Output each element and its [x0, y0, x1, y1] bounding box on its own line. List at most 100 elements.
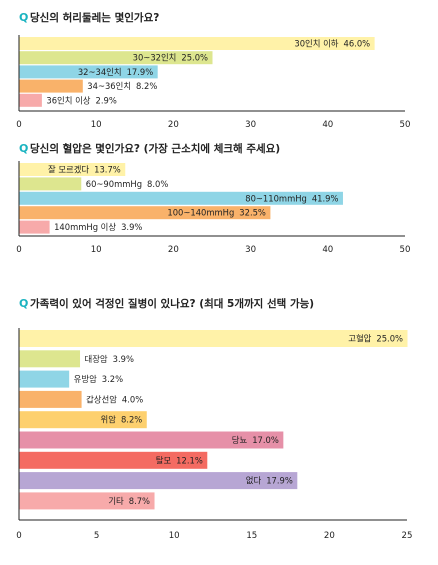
chart-title: 당신의 혈압은 몇인가요? (가장 근소치에 체크해 주세요)	[30, 142, 280, 155]
bar-label: 잘 모르겠다 13.7%	[48, 165, 121, 175]
category-label: 위암	[101, 415, 117, 425]
x-tick-label: 20	[168, 120, 179, 130]
bar	[19, 163, 126, 176]
value-label: 4.0%	[122, 394, 143, 404]
bar	[19, 93, 42, 107]
category-label: 80~110mmHg	[245, 193, 307, 203]
value-label: 3.2%	[102, 374, 123, 384]
value-label: 12.1%	[176, 455, 203, 465]
bar-label: 탈모 12.1%	[156, 455, 203, 465]
bar	[19, 350, 81, 368]
bar	[19, 451, 208, 469]
question-mark-label: Q	[19, 11, 28, 24]
question-mark-label: Q	[19, 142, 28, 155]
x-tick-label: 50	[400, 245, 411, 255]
chart-3: Q 가족력이 있어 걱정인 질병이 있나요? (최대 5개까지 선택 가능) 0 5 1…	[16, 297, 412, 541]
category-label: 34~36인치	[87, 81, 131, 91]
x-tick-label: 10	[169, 531, 180, 541]
value-label: 13.7%	[94, 165, 121, 175]
category-label: 140mmHg 이상	[54, 222, 116, 232]
bar-label: 당뇨 17.0%	[232, 435, 279, 445]
bar	[19, 472, 298, 490]
value-label: 2.9%	[96, 95, 117, 105]
bar	[19, 431, 284, 449]
bar-label: 갑상선암 4.0%	[86, 394, 143, 404]
bar-label: 고혈압 25.0%	[348, 334, 403, 344]
bar-label: 36인치 이상 2.9%	[46, 95, 116, 105]
category-label: 유방암	[74, 374, 97, 384]
category-label: 30인치 이하	[294, 39, 338, 49]
bar	[19, 65, 158, 79]
bar-label: 기타 8.7%	[108, 496, 150, 506]
x-tick-label: 15	[246, 531, 257, 541]
x-tick-label: 40	[322, 245, 333, 255]
category-label: 잘 모르겠다	[48, 165, 89, 175]
bar	[19, 79, 83, 93]
chart-2: Q 당신의 혈압은 몇인가요? (가장 근소치에 체크해 주세요) 0 10 20 30 4…	[16, 142, 410, 255]
bar	[19, 191, 343, 205]
category-label: 기타	[108, 496, 124, 506]
bar	[19, 37, 375, 50]
bar-label: 위암 8.2%	[101, 415, 143, 425]
value-label: 3.9%	[121, 222, 142, 232]
x-tick-label: 0	[16, 531, 21, 541]
value-label: 46.0%	[344, 39, 371, 49]
x-tick-label: 50	[400, 120, 411, 130]
chart-title: 가족력이 있어 걱정인 질병이 있나요? (최대 5개까지 선택 가능)	[30, 297, 314, 310]
bar-label: 140mmHg 이상 3.9%	[54, 222, 142, 232]
question-mark-label: Q	[19, 297, 28, 310]
x-tick-label: 10	[91, 245, 102, 255]
value-label: 17.0%	[252, 435, 279, 445]
category-label: 60~90mmHg	[86, 179, 142, 189]
value-label: 41.9%	[312, 193, 339, 203]
x-tick-label: 0	[16, 245, 21, 255]
value-label: 8.7%	[129, 496, 150, 506]
value-label: 25.0%	[376, 334, 403, 344]
category-label: 고혈압	[348, 334, 371, 344]
bar	[19, 220, 50, 234]
chart-title: 당신의 허리둘레는 몇인가요?	[30, 11, 159, 24]
bar	[19, 390, 82, 408]
bar	[19, 411, 147, 429]
x-tick-label: 0	[16, 120, 21, 130]
bar	[19, 330, 408, 347]
bar-label: 30인치 이하 46.0%	[294, 39, 370, 49]
x-tick-label: 40	[322, 120, 333, 130]
bar	[19, 492, 155, 510]
x-tick-label: 10	[91, 120, 102, 130]
category-label: 100~140mmHg	[167, 208, 234, 218]
bar-label: 대장암 3.9%	[85, 354, 134, 364]
category-label: 36인치 이상	[46, 95, 90, 105]
bar	[19, 206, 271, 220]
bar-label: 30~32인치 25.0%	[133, 53, 208, 63]
bar-label: 유방암 3.2%	[74, 374, 123, 384]
value-label: 3.9%	[113, 354, 134, 364]
bar-label: 없다 17.9%	[246, 476, 293, 486]
bar-label: 32~34인치 17.9%	[78, 67, 153, 77]
value-label: 25.0%	[181, 53, 208, 63]
category-label: 대장암	[85, 354, 108, 364]
bar-label: 100~140mmHg 32.5%	[167, 208, 266, 218]
category-label: 당뇨	[232, 435, 248, 445]
value-label: 8.2%	[121, 415, 142, 425]
bar	[19, 177, 82, 191]
bar-label: 80~110mmHg 41.9%	[245, 193, 338, 203]
x-tick-label: 20	[168, 245, 179, 255]
x-tick-label: 30	[245, 120, 256, 130]
value-label: 8.2%	[136, 81, 157, 91]
value-label: 8.0%	[147, 179, 168, 189]
value-label: 17.9%	[266, 476, 293, 486]
bar-label: 60~90mmHg 8.0%	[86, 179, 169, 189]
bar-label: 34~36인치 8.2%	[87, 81, 157, 91]
x-tick-label: 25	[402, 531, 413, 541]
value-label: 32.5%	[239, 208, 266, 218]
value-label: 17.9%	[127, 67, 154, 77]
category-label: 32~34인치	[78, 67, 122, 77]
bar	[19, 370, 70, 388]
category-label: 30~32인치	[133, 53, 177, 63]
bar	[19, 51, 213, 65]
category-label: 갑상선암	[86, 394, 117, 404]
x-tick-label: 20	[324, 531, 335, 541]
